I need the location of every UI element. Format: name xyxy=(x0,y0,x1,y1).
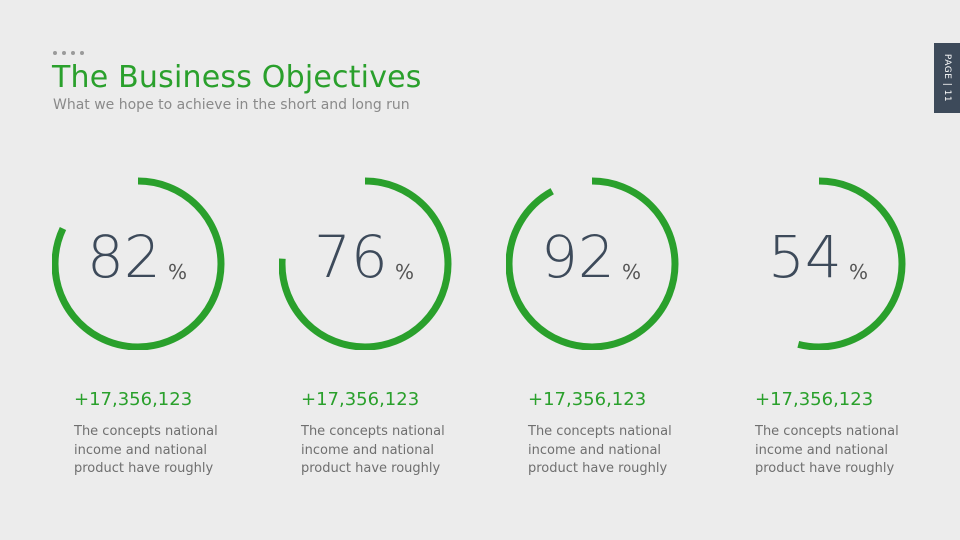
objective-card-4: 54 % +17,356,123 The concepts national i… xyxy=(733,170,933,490)
delta-value: +17,356,123 xyxy=(74,389,193,410)
page-number-label: PAGE | 11 xyxy=(942,53,952,103)
dot xyxy=(62,51,66,55)
delta-value: +17,356,123 xyxy=(528,389,647,410)
progress-ring xyxy=(733,177,906,350)
card-description: The concepts national income and nationa… xyxy=(528,424,672,476)
objective-card-1: 82 % +17,356,123 The concepts national i… xyxy=(52,170,252,490)
progress-arc xyxy=(506,177,679,350)
card-description: The concepts national income and nationa… xyxy=(755,424,899,476)
percent-value: 82 xyxy=(87,223,161,291)
progress-arc xyxy=(279,177,452,350)
percent-value: 54 xyxy=(768,223,842,291)
delta-value: +17,356,123 xyxy=(301,389,420,410)
dot xyxy=(71,51,75,55)
percent-sign: % xyxy=(849,260,869,284)
objective-card-2: 76 % +17,356,123 The concepts national i… xyxy=(279,170,479,490)
card-description: The concepts national income and nationa… xyxy=(301,424,445,476)
percent-value: 92 xyxy=(541,223,615,291)
progress-arc xyxy=(52,177,225,350)
card-description: The concepts national income and nationa… xyxy=(74,424,218,476)
percent-sign: % xyxy=(395,260,415,284)
page-number-tab: PAGE | 11 xyxy=(934,43,960,113)
progress-arc xyxy=(733,177,906,350)
decorative-dots xyxy=(53,51,84,55)
progress-ring xyxy=(52,177,225,350)
page-title: The Business Objectives xyxy=(52,60,422,95)
delta-value: +17,356,123 xyxy=(755,389,874,410)
dot xyxy=(80,51,84,55)
percent-sign: % xyxy=(622,260,642,284)
percent-sign: % xyxy=(168,260,188,284)
dot xyxy=(53,51,57,55)
progress-ring xyxy=(506,177,679,350)
objective-card-3: 92 % +17,356,123 The concepts national i… xyxy=(506,170,706,490)
page-subtitle: What we hope to achieve in the short and… xyxy=(53,97,410,113)
progress-ring xyxy=(279,177,452,350)
percent-value: 76 xyxy=(314,223,388,291)
